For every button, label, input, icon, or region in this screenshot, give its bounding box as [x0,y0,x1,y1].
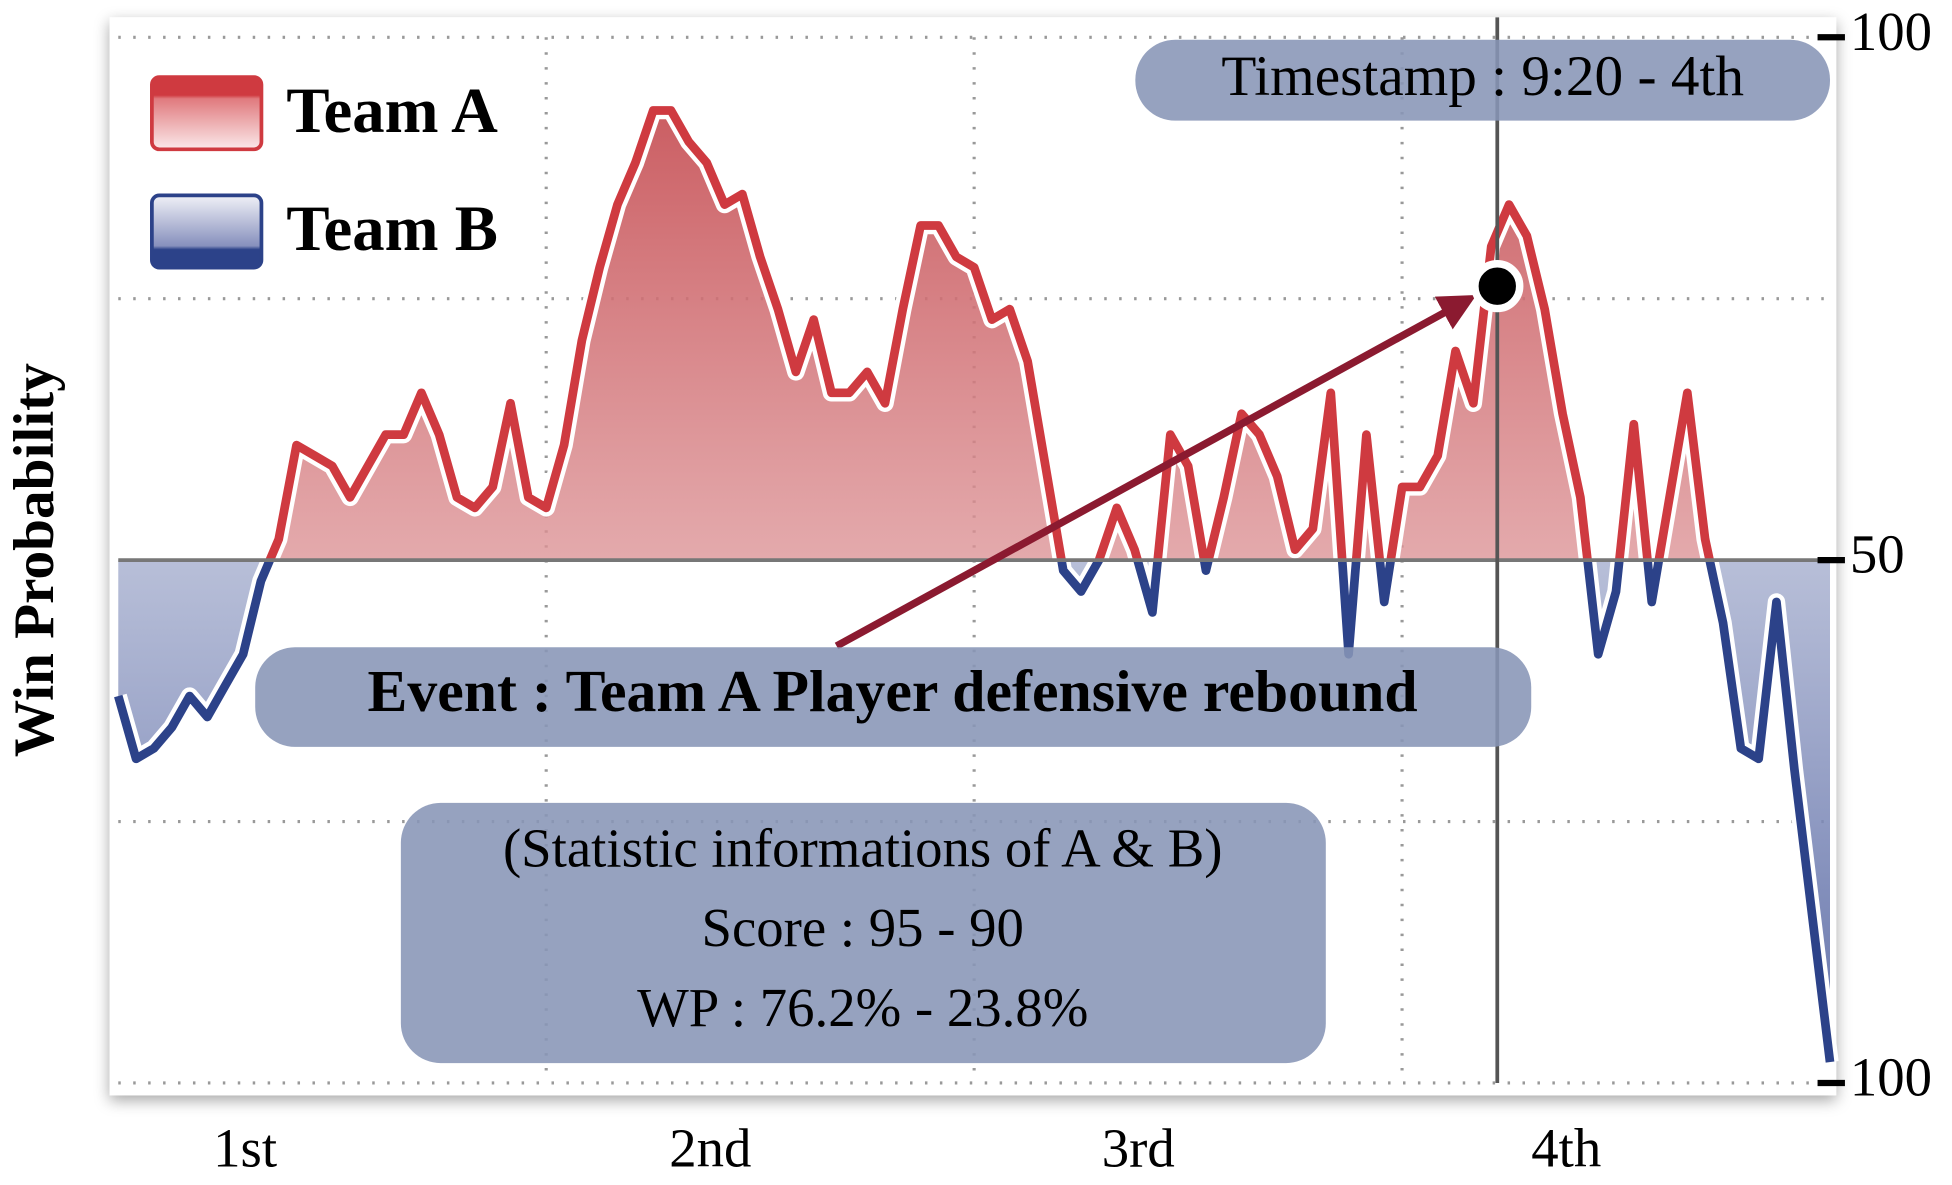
event-box [255,647,1532,747]
x-tick-label: 3rd [1102,1118,1175,1179]
event-text: Event : Team A Player defensive rebound [368,658,1418,724]
stats-text: WP : 76.2% - 23.8% [637,977,1088,1038]
timestamp-text: Timestamp : 9:20 - 4th [1221,45,1744,108]
y-tick-label: 100 [1850,1,1932,62]
y-tick-label: 50 [1850,524,1905,585]
legend-swatch [150,193,264,270]
legend-label: Team B [286,193,498,265]
timestamp-box [1135,39,1830,121]
legend-label: Team A [286,75,498,147]
area [118,110,1830,561]
y-axis-label: Win Probability [3,363,66,757]
x-tick-label: 1st [213,1118,277,1179]
stats-box [400,802,1326,1064]
x-tick-label: 4th [1531,1118,1601,1179]
y-tick-label: 100 [1850,1047,1932,1108]
event-marker [1471,260,1524,313]
event-arrow [834,295,1477,650]
stats-text: (Statistic informations of A & B) [503,817,1223,878]
line [265,106,1715,561]
stats-text: Score : 95 - 90 [701,897,1023,958]
x-tick-label: 2nd [669,1118,751,1179]
legend-swatch [150,75,264,152]
